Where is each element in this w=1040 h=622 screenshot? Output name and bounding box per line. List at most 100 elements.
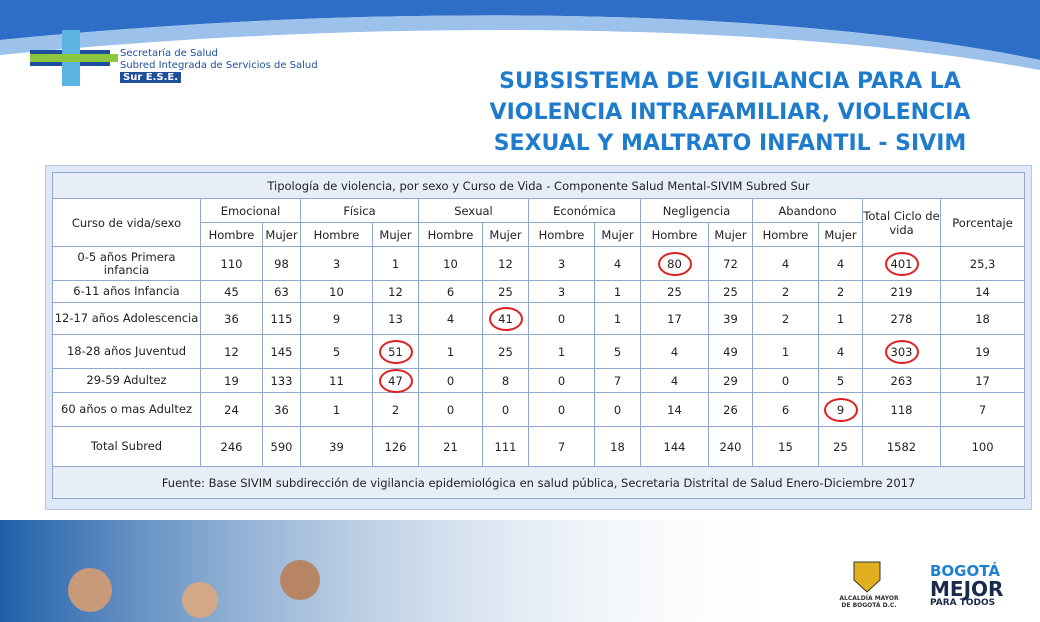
group-header: Emocional (200, 198, 301, 223)
value-cell: 2 (752, 280, 819, 303)
value-cell: 263 (862, 368, 941, 393)
subheader: Hombre (418, 222, 483, 247)
row: Curso de vida/sexo Emocional Física Sexual E… (52, 198, 1026, 247)
alcaldia: ALCALDÍA MAYOR DE BOGOTÁ D.C. (839, 595, 899, 609)
value-cell: 25 (818, 426, 863, 467)
header: Curso de vida/sexo (52, 198, 201, 247)
value-cell: 21 (418, 426, 483, 467)
value-cell: 29 (708, 368, 753, 393)
row-label: Total Subred (52, 426, 201, 467)
value-cell: 0 (528, 368, 595, 393)
group-header: Física (300, 198, 419, 223)
value-cell: 80 (640, 246, 709, 281)
value-cell: 0 (594, 392, 641, 427)
value-cell: 0 (528, 302, 595, 335)
row-label: 60 años o mas Adultez (52, 392, 201, 427)
value-cell: 111 (482, 426, 529, 467)
subheader: Mujer (594, 222, 641, 247)
organization: Secretaría de Salud Subred Integrada de S… (120, 48, 318, 84)
value-cell: 240 (708, 426, 753, 467)
value-cell: 63 (262, 280, 301, 303)
value-cell: 5 (594, 334, 641, 369)
value-cell: 5 (300, 334, 373, 369)
photo-strip (0, 520, 800, 622)
value-cell: 7 (594, 368, 641, 393)
highlight-circle (378, 339, 413, 364)
row: 60 años o mas Adultez 24 36 1 2 0 0 0 0 14 26 6 9 118… (52, 392, 1026, 427)
value-cell: 118 (862, 392, 941, 427)
value-cell: 14 (939, 280, 1026, 303)
value-cell: 115 (262, 302, 301, 335)
value-cell: 25,3 (939, 246, 1026, 281)
value-cell: 1 (594, 280, 641, 303)
group-header: Sexual (418, 198, 529, 223)
group-header: Negligencia (640, 198, 753, 223)
source: Fuente: Base SIVIM subdirección de vigil… (51, 466, 1026, 499)
value-cell: 25 (482, 280, 529, 303)
subheader: Mujer (262, 222, 301, 247)
highlight-circle (657, 251, 692, 276)
value-cell: 13 (372, 302, 419, 335)
highlight-circle (884, 339, 919, 364)
subheader: Hombre (640, 222, 709, 247)
row-label: 18-28 años Juventud (52, 334, 201, 369)
value-cell: 17 (640, 302, 709, 335)
value-cell: 12 (482, 246, 529, 281)
row: Tipología de violencia, por sexo y Curso… (51, 172, 1026, 199)
header-decoration (0, 0, 1040, 71)
value-cell: 4 (640, 368, 709, 393)
value-cell: 126 (372, 426, 419, 467)
value-cell: 19 (939, 334, 1026, 369)
value-cell: 51 (372, 334, 419, 369)
value-cell: 9 (300, 302, 373, 335)
coat-of-arms (853, 561, 881, 593)
value-cell: 36 (262, 392, 301, 427)
value-cell: 47 (372, 368, 419, 393)
subheader: Hombre (528, 222, 595, 247)
value-cell: 24 (200, 392, 263, 427)
subheader: Mujer (372, 222, 419, 247)
value-cell: 401 (862, 246, 941, 281)
value-cell: 246 (200, 426, 263, 467)
value-cell: 3 (528, 246, 595, 281)
value-cell: 9 (818, 392, 863, 427)
org-line: Subred Integrada de Servicios de Salud (120, 60, 318, 71)
subheader: Mujer (708, 222, 753, 247)
value-cell: 110 (200, 246, 263, 281)
subheader: Hombre (300, 222, 373, 247)
value-cell: 2 (818, 280, 863, 303)
subheader: Mujer (818, 222, 863, 247)
value-cell: 4 (752, 246, 819, 281)
value-cell: 4 (640, 334, 709, 369)
row: Hombre Mujer Hombre Mujer Hombre Mujer Hombre M… (53, 222, 1025, 247)
brand: BOGOTÁ MEJOR PARA TODOS (930, 562, 1003, 608)
value-cell: 1 (300, 392, 373, 427)
value-cell: 98 (262, 246, 301, 281)
value-cell: 12 (372, 280, 419, 303)
value-cell: 219 (862, 280, 941, 303)
header: Porcentaje (939, 198, 1026, 247)
value-cell: 4 (418, 302, 483, 335)
value-cell: 5 (818, 368, 863, 393)
value-cell: 0 (418, 368, 483, 393)
value-cell: 1 (418, 334, 483, 369)
row: Fuente: Base SIVIM subdirección de vigil… (51, 466, 1026, 499)
value-cell: 0 (752, 368, 819, 393)
value-cell: 25 (640, 280, 709, 303)
value-cell: 14 (640, 392, 709, 427)
value-cell: 1 (372, 246, 419, 281)
value-cell: 18 (594, 426, 641, 467)
value-cell: 133 (262, 368, 301, 393)
row: 0-5 años Primera infancia 110 98 3 1 10 12 3 4 80… (52, 246, 1026, 281)
value-cell: 36 (200, 302, 263, 335)
value-cell: 303 (862, 334, 941, 369)
value-cell: 2 (372, 392, 419, 427)
value-cell: 4 (818, 334, 863, 369)
value-cell: 19 (200, 368, 263, 393)
group-header: Económica (528, 198, 641, 223)
value-cell: 1 (818, 302, 863, 335)
value-cell: 0 (418, 392, 483, 427)
value-cell: 7 (528, 426, 595, 467)
value-cell: 41 (482, 302, 529, 335)
value-cell: 278 (862, 302, 941, 335)
